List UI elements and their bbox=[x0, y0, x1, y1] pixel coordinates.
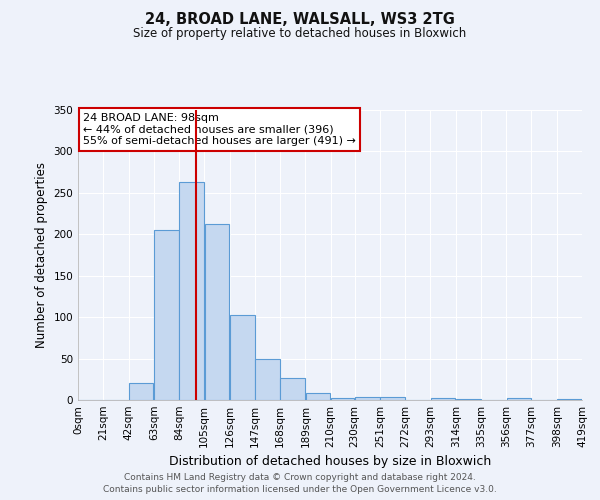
Bar bbox=[331, 398, 355, 400]
Bar bbox=[557, 399, 581, 400]
Y-axis label: Number of detached properties: Number of detached properties bbox=[35, 162, 48, 348]
Bar bbox=[506, 398, 531, 400]
Bar bbox=[154, 230, 179, 400]
Bar bbox=[230, 314, 254, 400]
Bar bbox=[456, 399, 481, 400]
Bar bbox=[129, 384, 154, 400]
Bar bbox=[355, 396, 380, 400]
Text: Contains public sector information licensed under the Open Government Licence v3: Contains public sector information licen… bbox=[103, 485, 497, 494]
X-axis label: Distribution of detached houses by size in Bloxwich: Distribution of detached houses by size … bbox=[169, 456, 491, 468]
Bar bbox=[280, 378, 305, 400]
Bar bbox=[179, 182, 204, 400]
Bar bbox=[380, 396, 405, 400]
Text: 24 BROAD LANE: 98sqm
← 44% of detached houses are smaller (396)
55% of semi-deta: 24 BROAD LANE: 98sqm ← 44% of detached h… bbox=[83, 113, 356, 146]
Bar bbox=[255, 358, 280, 400]
Text: Size of property relative to detached houses in Bloxwich: Size of property relative to detached ho… bbox=[133, 28, 467, 40]
Bar bbox=[431, 398, 455, 400]
Bar bbox=[305, 392, 331, 400]
Text: Contains HM Land Registry data © Crown copyright and database right 2024.: Contains HM Land Registry data © Crown c… bbox=[124, 472, 476, 482]
Bar bbox=[205, 224, 229, 400]
Text: 24, BROAD LANE, WALSALL, WS3 2TG: 24, BROAD LANE, WALSALL, WS3 2TG bbox=[145, 12, 455, 28]
